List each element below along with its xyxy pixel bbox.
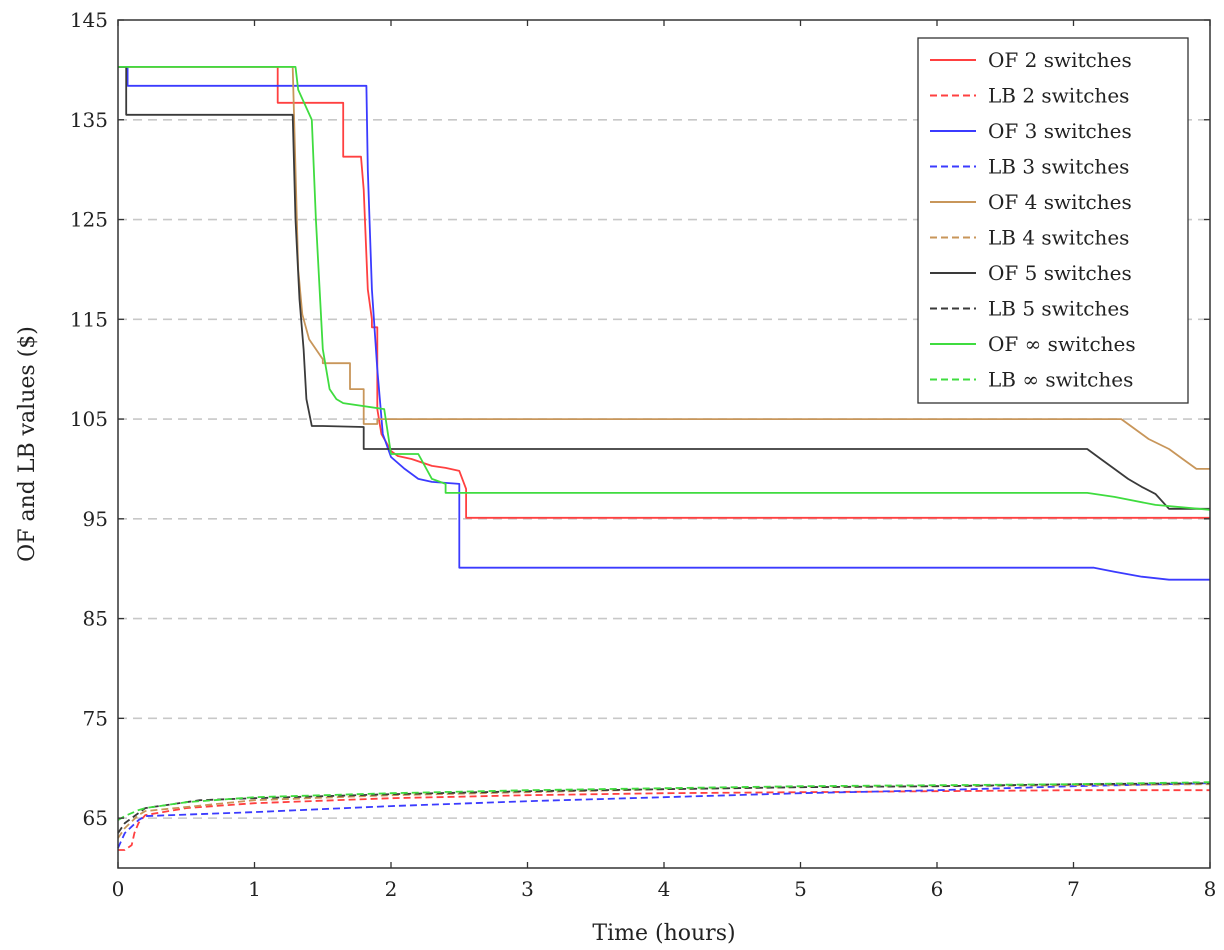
x-tick-label: 5 bbox=[794, 877, 807, 901]
x-tick-label: 7 bbox=[1067, 877, 1080, 901]
x-tick-label: 1 bbox=[248, 877, 261, 901]
y-tick-label: 75 bbox=[83, 706, 108, 730]
legend-label: LB ∞ switches bbox=[988, 368, 1133, 392]
y-tick-label: 105 bbox=[70, 407, 108, 431]
y-tick-label: 85 bbox=[83, 607, 108, 631]
y-tick-label: 95 bbox=[83, 507, 108, 531]
legend-label: LB 2 switches bbox=[988, 84, 1129, 108]
legend-label: OF 2 switches bbox=[988, 48, 1132, 72]
series-line bbox=[117, 783, 1211, 839]
series-line bbox=[117, 781, 1211, 821]
series-line bbox=[118, 789, 1210, 851]
series-line bbox=[118, 66, 1210, 470]
legend-label: OF ∞ switches bbox=[988, 332, 1136, 356]
x-tick-label: 4 bbox=[658, 877, 671, 901]
axis-ticks: 0 1 2 3 4 5 6 7 8 65 75 85 95 105 115 125 135 145 bbox=[70, 8, 1217, 901]
legend-label: OF 5 switches bbox=[988, 261, 1132, 285]
series-line bbox=[118, 66, 1210, 510]
legend-label: LB 3 switches bbox=[988, 155, 1129, 179]
series-lines bbox=[117, 66, 1211, 851]
legend-label: OF 4 switches bbox=[988, 190, 1132, 214]
series-line bbox=[118, 66, 1210, 581]
y-tick-label: 65 bbox=[83, 806, 108, 830]
x-tick-label: 0 bbox=[112, 877, 125, 901]
x-tick-label: 3 bbox=[521, 877, 534, 901]
x-tick-label: 6 bbox=[931, 877, 944, 901]
legend: OF 2 switches LB 2 switches OF 3 switches L… bbox=[917, 37, 1189, 404]
series-line bbox=[117, 782, 1211, 849]
series-line bbox=[117, 782, 1211, 834]
x-tick-label: 2 bbox=[385, 877, 398, 901]
y-tick-label: 135 bbox=[70, 108, 108, 132]
series-line bbox=[118, 66, 1211, 511]
legend-label: LB 5 switches bbox=[988, 297, 1129, 321]
legend-label: LB 4 switches bbox=[988, 226, 1129, 250]
y-tick-label: 125 bbox=[70, 208, 108, 232]
x-tick-label: 8 bbox=[1204, 877, 1217, 901]
y-axis-title: OF and LB values ($) bbox=[15, 326, 40, 562]
legend-box bbox=[917, 37, 1189, 404]
x-axis-title: Time (hours) bbox=[592, 921, 735, 946]
y-tick-label: 115 bbox=[70, 307, 108, 331]
y-tick-label: 145 bbox=[70, 8, 108, 32]
legend-label: OF 3 switches bbox=[988, 119, 1132, 143]
